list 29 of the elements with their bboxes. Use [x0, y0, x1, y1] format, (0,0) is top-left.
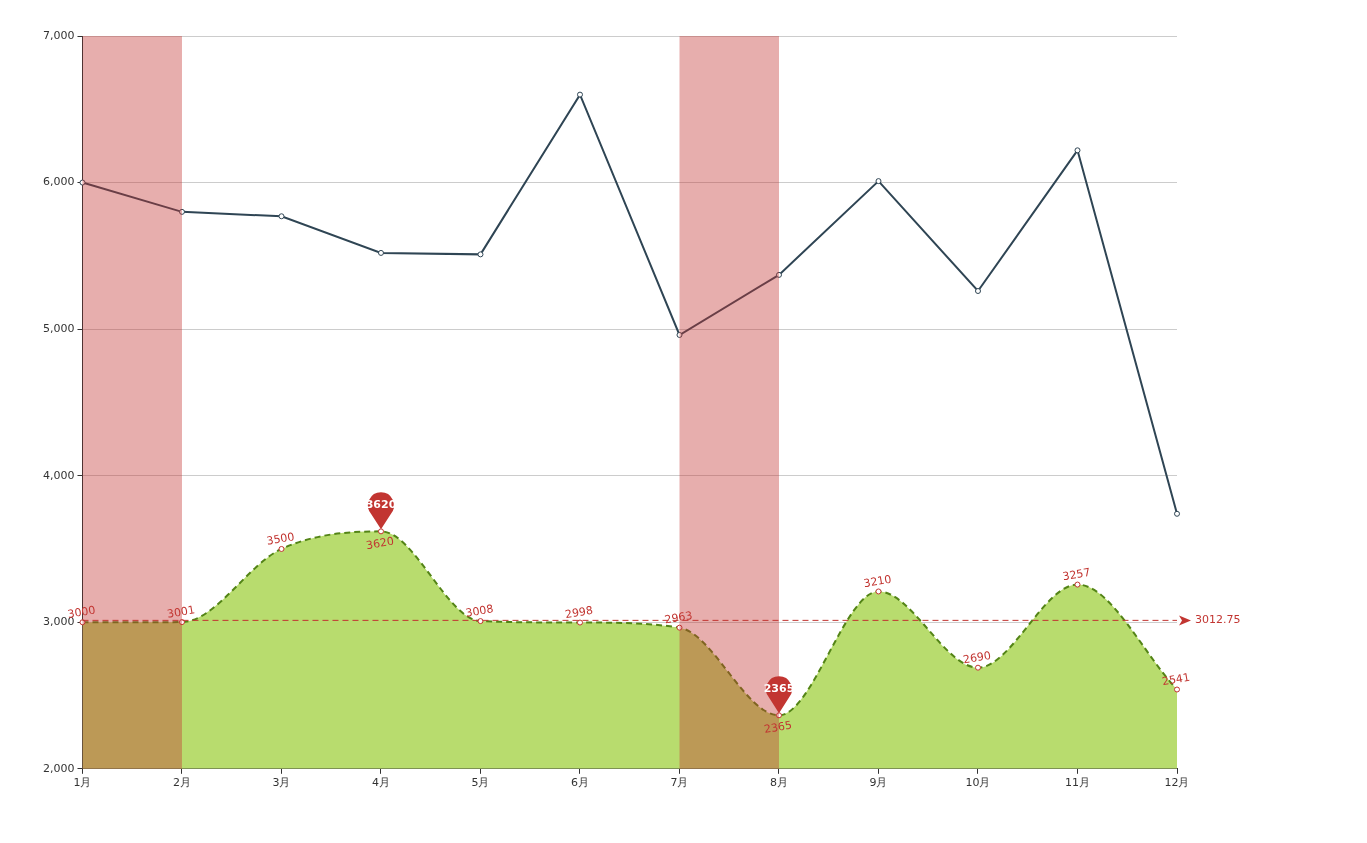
x-tick-label: 12月 — [1164, 776, 1190, 790]
data-label: 2998 — [564, 603, 594, 622]
data-label: 3008 — [464, 602, 495, 620]
y-tick-label: 4,000 — [42, 468, 75, 482]
x-tick-label: 8月 — [770, 776, 788, 790]
x-tick-label: 4月 — [371, 776, 390, 790]
data-label: 3500 — [265, 530, 296, 548]
x-tick-label: 3月 — [272, 776, 291, 790]
data-label: 2541 — [1161, 670, 1191, 689]
x-tick-label: 5月 — [471, 776, 490, 790]
data-label: 2365 — [763, 718, 793, 737]
x-tick-label: 2月 — [172, 776, 191, 790]
y-tick-label: 6,000 — [42, 175, 75, 189]
x-tick-label: 10月 — [965, 776, 991, 790]
x-tick-label: 11月 — [1065, 776, 1090, 790]
x-tick-label: 1月 — [73, 776, 92, 790]
y-tick-label: 7,000 — [42, 28, 75, 42]
x-tick-label: 6月 — [570, 776, 589, 790]
x-tick-label: 7月 — [670, 776, 689, 790]
y-tick-label: 5,000 — [42, 321, 75, 335]
data-label: 2963 — [663, 608, 694, 627]
x-tick-label: 9月 — [869, 776, 888, 790]
data-label: 2690 — [962, 648, 992, 667]
data-label: 3210 — [862, 572, 893, 591]
data-label: 3257 — [1061, 565, 1092, 584]
data-label: 3001 — [166, 603, 196, 621]
ref-line-label: 3012.75 — [1195, 613, 1241, 627]
data-label: 3620 — [365, 534, 395, 553]
y-tick-label: 2,000 — [42, 761, 75, 775]
